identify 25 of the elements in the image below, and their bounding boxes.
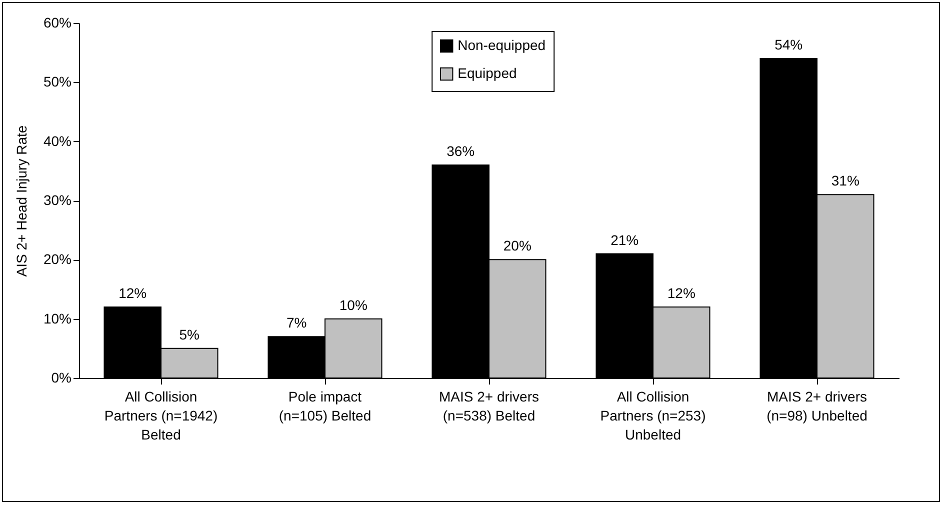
data-label: 12%: [667, 285, 696, 301]
legend-label: Equipped: [458, 65, 517, 81]
y-tick-label: 20%: [43, 251, 72, 268]
legend-label: Non-equipped: [458, 37, 546, 53]
data-label: 10%: [339, 296, 368, 313]
y-tick-label: 0%: [51, 370, 72, 386]
y-tick-label: 30%: [43, 192, 72, 208]
y-tick-label: 10%: [43, 310, 72, 326]
x-tick-label: All Collision Partners (n=1942) Belted: [104, 388, 218, 442]
data-label: 21%: [610, 232, 639, 248]
data-label: 7%: [286, 314, 307, 331]
data-label: 31%: [831, 172, 860, 189]
x-tick-label: MAIS 2+ drivers (n=538) Belted: [439, 388, 539, 424]
y-tick-label: 50%: [43, 74, 72, 90]
data-label: 36%: [446, 143, 475, 159]
x-tick-label: All Collision Partners (n=253) Unbelted: [600, 388, 706, 442]
x-tick-label: MAIS 2+ drivers (n=98) Unbelted: [766, 388, 868, 424]
y-tick-label: 40%: [43, 132, 72, 149]
y-axis-title: AIS 2+ Head Injury Rate: [13, 125, 30, 277]
data-label: 20%: [503, 238, 532, 254]
data-label: 5%: [179, 326, 200, 342]
y-tick-label: 60%: [43, 14, 72, 30]
data-label: 12%: [118, 285, 147, 301]
data-label: 54%: [774, 36, 803, 52]
x-tick-label: Pole impact (n=105) Belted: [278, 388, 372, 424]
